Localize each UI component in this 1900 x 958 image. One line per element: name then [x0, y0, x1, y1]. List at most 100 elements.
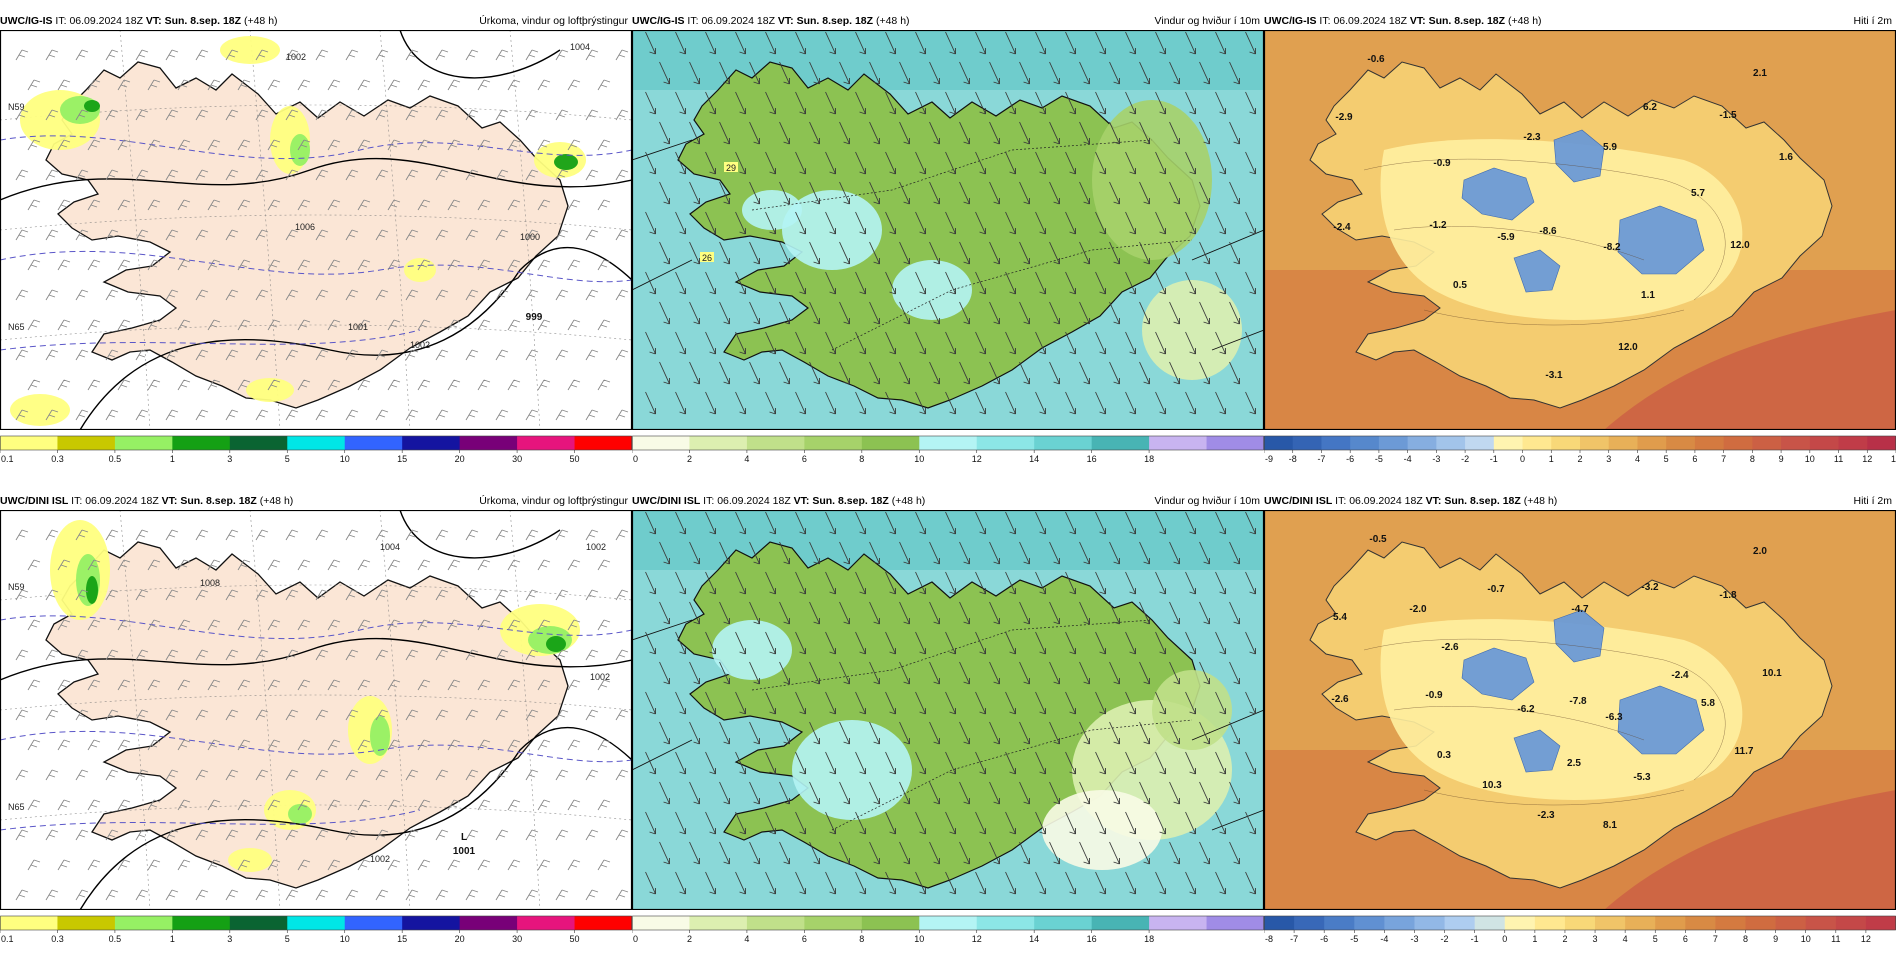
- wind-arrow: [1035, 691, 1046, 715]
- wind-barb: [255, 169, 269, 181]
- wind-barb: [315, 769, 329, 781]
- wind-arrow: [869, 241, 880, 265]
- wind-barb: [495, 169, 509, 181]
- wind-barb: [225, 289, 239, 301]
- wind-arrow: [749, 601, 760, 625]
- wind-arrow: [735, 391, 746, 415]
- wind-arrow: [1125, 751, 1136, 775]
- wind-barb: [327, 679, 341, 691]
- wind-barb: [15, 709, 29, 721]
- wind-barb: [315, 829, 329, 841]
- wind-barb: [15, 169, 29, 181]
- wind-barb: [357, 259, 371, 271]
- wind-barb: [315, 169, 329, 181]
- colorbar-tick-label: 50: [570, 934, 580, 944]
- colorbar-tick-label: 16: [1087, 454, 1097, 464]
- wind-barb: [387, 319, 401, 331]
- colorbar-swatch: [1350, 436, 1380, 450]
- wind-barb: [465, 229, 479, 241]
- valid-time: Sun. 8.sep. 18Z: [796, 15, 874, 27]
- wind-barb: [537, 859, 551, 871]
- wind-arrow: [705, 211, 716, 235]
- wind-arrow: [945, 811, 956, 835]
- wind-arrow: [689, 601, 700, 625]
- wind-arrow: [795, 751, 806, 775]
- temperature-value: 1.6: [1779, 152, 1793, 163]
- model-name: UWC/IG-IS: [0, 15, 53, 27]
- wind-barb: [537, 559, 551, 571]
- wind-arrow: [659, 301, 670, 325]
- wind-barb: [507, 559, 521, 571]
- temperature-isolines: [0, 135, 632, 351]
- temperature-contours: [1363, 638, 1726, 806]
- wind-arrow: [1095, 691, 1106, 715]
- wind-arrow: [839, 301, 850, 325]
- wind-barb: [375, 109, 389, 121]
- wind-barb: [567, 79, 581, 91]
- wind-barb: [555, 529, 569, 541]
- wind-barb: [405, 649, 419, 661]
- wind-arrow: [705, 151, 716, 175]
- wind-arrow: [735, 751, 746, 775]
- wind-arrow: [1095, 811, 1106, 835]
- wind-arrow: [1079, 121, 1090, 145]
- wind-barb: [15, 349, 29, 361]
- wind-barb: [435, 349, 449, 361]
- wind-arrow: [1065, 391, 1076, 415]
- wind-arrow: [885, 151, 896, 175]
- wind-arrow: [839, 61, 850, 85]
- colorbar-swatch: [1474, 916, 1506, 930]
- wind-barb: [567, 799, 581, 811]
- wind-barb: [357, 319, 371, 331]
- wind-barb: [135, 169, 149, 181]
- wind-barb: [597, 559, 611, 571]
- gust-label-bg: [700, 252, 714, 262]
- wind-barb: [507, 739, 521, 751]
- wind-barb: [177, 319, 191, 331]
- wind-arrow: [1139, 361, 1150, 385]
- wind-arrow: [1215, 811, 1226, 835]
- wind-colorbar: 0 2 4 6 8 10 12 14 16 18: [632, 914, 1264, 946]
- wind-barb: [555, 349, 569, 361]
- valid-time-label: VT:: [1409, 15, 1426, 27]
- wind-arrow: [869, 841, 880, 865]
- wind-barb: [357, 199, 371, 211]
- wind-arrow: [929, 121, 940, 145]
- wind-barb: [495, 709, 509, 721]
- colorbar-tick-label: 10: [340, 454, 350, 464]
- wind-barb: [345, 829, 359, 841]
- wind-arrow: [975, 511, 986, 535]
- colorbar-swatch: [1091, 436, 1150, 450]
- wind-barb: [477, 679, 491, 691]
- wind-barb: [165, 229, 179, 241]
- colorbar-tick-label: 2: [1562, 934, 1567, 944]
- wind-arrow: [1095, 751, 1106, 775]
- wind-arrow: [1079, 841, 1090, 865]
- valid-time-label: VT:: [777, 15, 794, 27]
- wind-barb: [417, 259, 431, 271]
- wind-arrow: [1199, 841, 1210, 865]
- wind-arrow: [765, 391, 776, 415]
- wind-arrow: [975, 211, 986, 235]
- colorbar-swatch: [517, 436, 576, 450]
- wind-arrow: [779, 241, 790, 265]
- wind-arrow: [675, 691, 686, 715]
- wind-arrow: [1065, 571, 1076, 595]
- wind-arrow: [989, 781, 1000, 805]
- wind-barb: [417, 859, 431, 871]
- wind-barb: [405, 889, 419, 901]
- colorbar-swatch: [1034, 436, 1093, 450]
- wind-barb: [267, 799, 281, 811]
- wind-arrow: [1139, 301, 1150, 325]
- map-frame: [1264, 30, 1896, 430]
- wind-barb: [465, 169, 479, 181]
- wind-arrow: [1245, 751, 1256, 775]
- wind-arrow: [1245, 211, 1256, 235]
- wind-arrow: [795, 391, 806, 415]
- wind-barb: [477, 859, 491, 871]
- model-name: UWC/DINI ISL: [632, 495, 701, 507]
- isobar-label: 1002: [370, 854, 390, 864]
- wind-arrow: [1079, 301, 1090, 325]
- wind-arrow: [1125, 91, 1136, 115]
- wind-arrow: [975, 271, 986, 295]
